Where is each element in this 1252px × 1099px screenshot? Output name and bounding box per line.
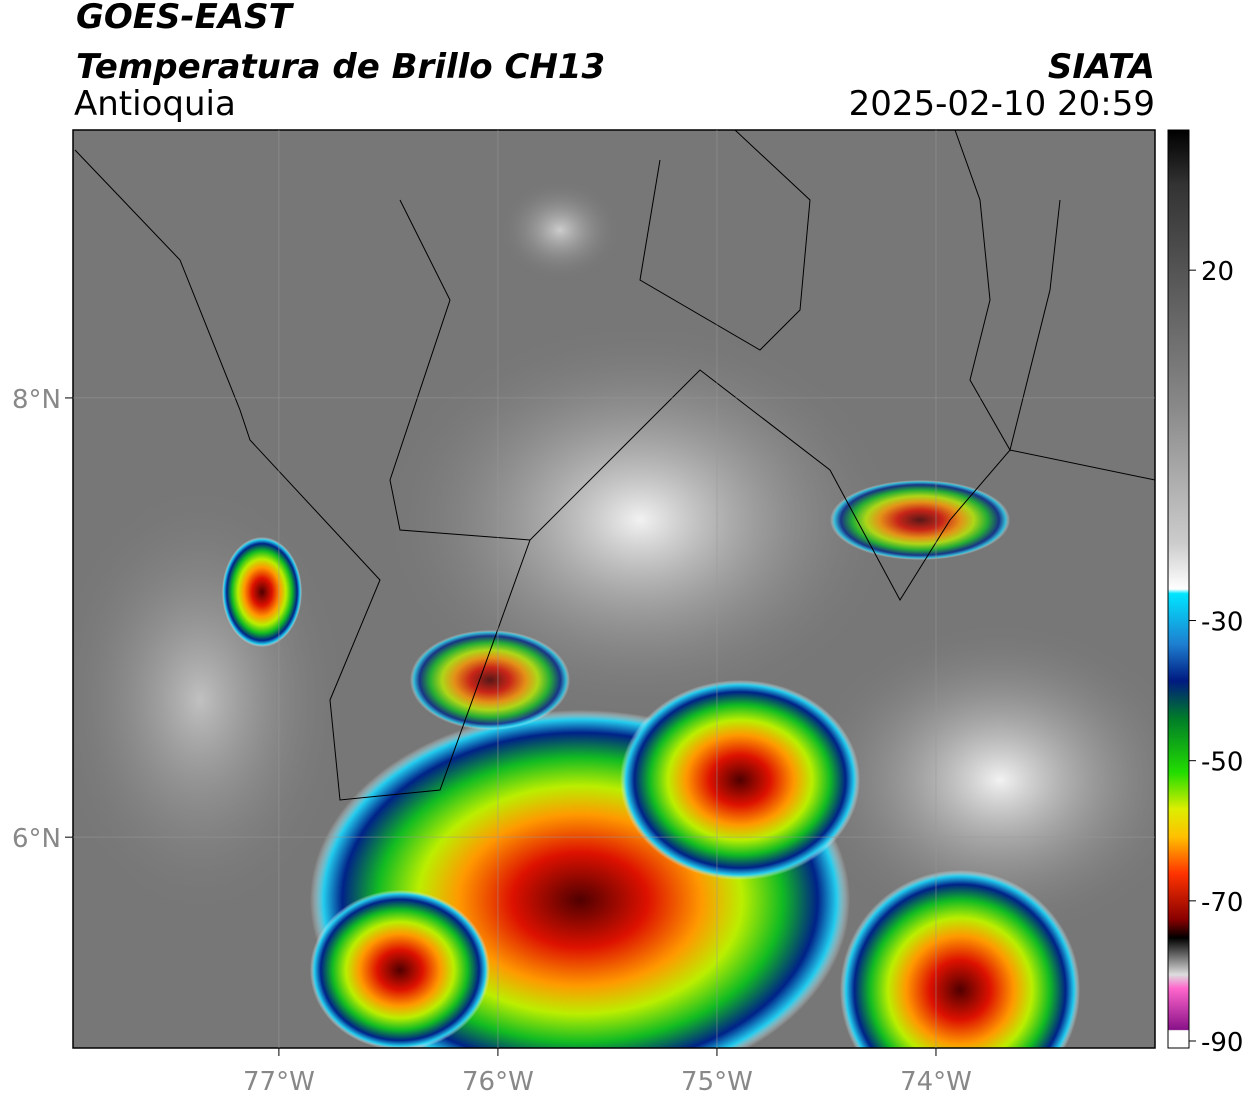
subtitle: Temperatura de Brillo CH13	[76, 47, 605, 87]
source: SIATA	[1048, 47, 1155, 87]
datetime: 2025-02-10 20:59	[849, 84, 1155, 124]
colorbar-tick-label: -90	[1201, 1028, 1243, 1058]
map-frame	[72, 129, 1156, 1049]
x-tick-label: 76°W	[462, 1067, 534, 1097]
x-tick-label: 75°W	[681, 1067, 753, 1097]
colorbar-tick-label: -70	[1201, 888, 1243, 918]
satellite-image	[73, 130, 1155, 1048]
x-tick-label: 77°W	[243, 1067, 315, 1097]
y-tick-label: 8°N	[12, 385, 61, 415]
x-tick-label: 74°W	[900, 1067, 972, 1097]
region: Antioquia	[74, 84, 236, 124]
colorbar-tick-label: -50	[1201, 748, 1243, 778]
colorbar-tick-label: 20	[1201, 257, 1234, 287]
colorbar-tick-label: -30	[1201, 608, 1243, 638]
y-tick-label: 6°N	[12, 824, 61, 854]
title: GOES-EAST	[76, 0, 295, 37]
colorbar	[1167, 129, 1190, 1049]
